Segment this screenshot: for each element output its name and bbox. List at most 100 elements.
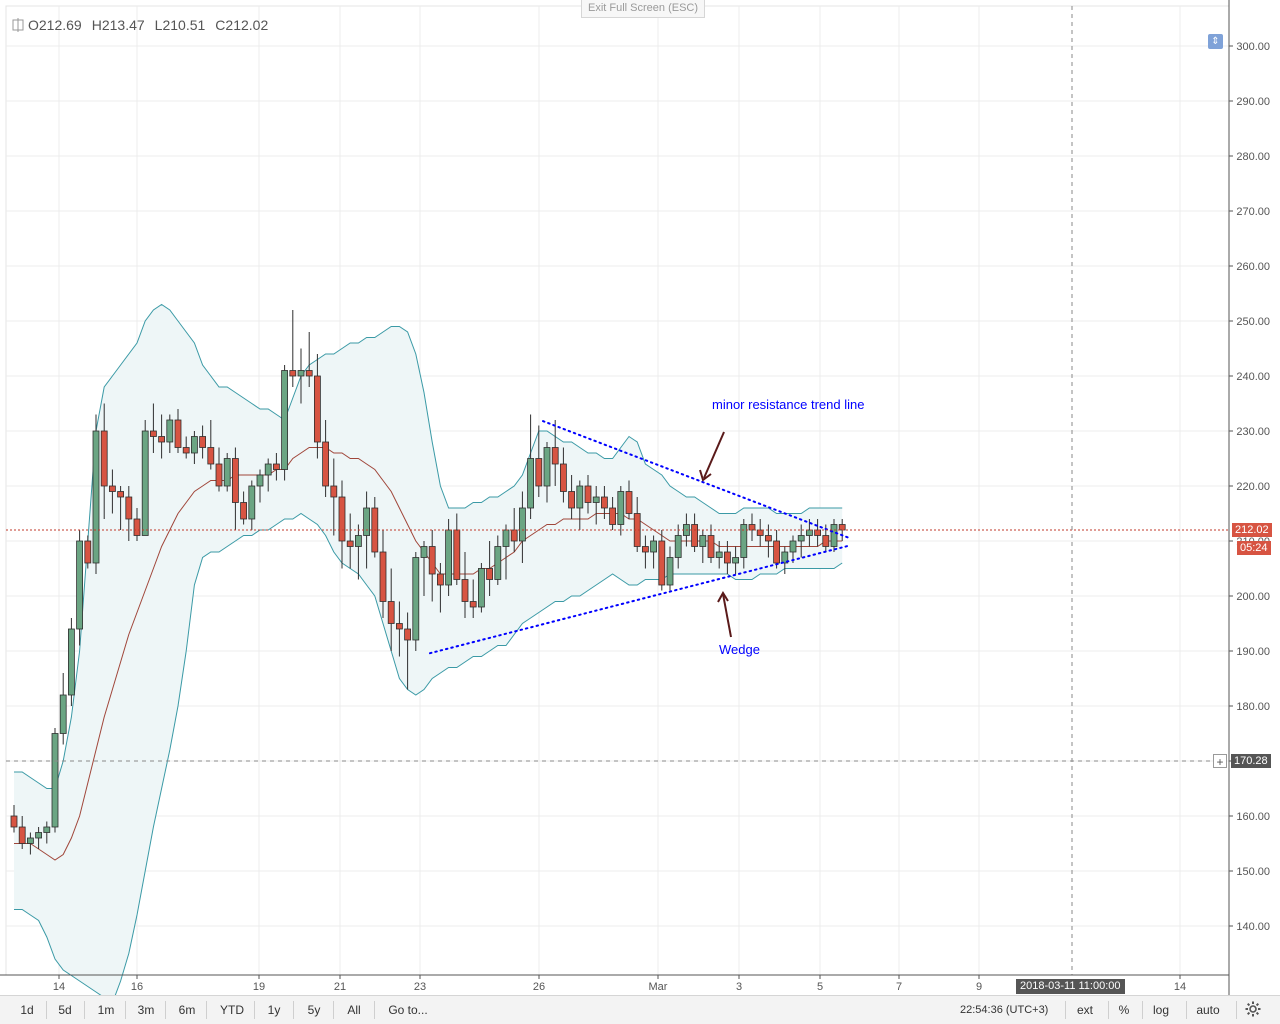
candle	[182, 436, 190, 459]
time-tick-label: 14	[1174, 981, 1186, 993]
candle	[207, 420, 215, 470]
candle-body	[305, 370, 313, 377]
candle-body	[592, 496, 600, 503]
separator	[84, 1001, 85, 1019]
time-tick-label: 23	[414, 981, 426, 993]
close-value: 212.02	[225, 17, 269, 33]
candle	[256, 469, 264, 503]
price-tick-label: 280.00	[1236, 151, 1270, 163]
candle-body	[322, 441, 330, 487]
separator	[254, 1001, 255, 1019]
price-chart[interactable]: minor resistance trend line Wedge 300.00 2…	[0, 0, 1280, 995]
range-button-6m[interactable]: 6m	[178, 1003, 196, 1017]
candle	[445, 519, 453, 596]
candle	[592, 486, 600, 525]
candle	[313, 354, 321, 459]
candle-body	[576, 485, 584, 509]
open-value: 212.69	[38, 17, 82, 33]
candle-body	[699, 535, 707, 547]
range-button-1m[interactable]: 1m	[97, 1003, 115, 1017]
candle-body	[100, 430, 108, 487]
candle-body	[477, 568, 485, 608]
range-button-5y[interactable]: 5y	[307, 1003, 321, 1017]
range-button-ytd[interactable]: YTD	[220, 1003, 244, 1017]
candle-body	[174, 419, 182, 448]
candle	[494, 535, 502, 585]
ext-toggle[interactable]: ext	[1076, 1003, 1093, 1017]
candle-body	[486, 568, 494, 580]
candle-body	[338, 496, 346, 542]
candle-body	[789, 540, 797, 553]
drag-handle-icon[interactable]	[12, 18, 24, 32]
open-label: O	[28, 17, 39, 33]
candle	[100, 403, 108, 519]
resistance-label: minor resistance trend line	[712, 397, 864, 412]
candle	[297, 348, 305, 404]
candle-body	[18, 826, 26, 844]
low-value: 210.51	[162, 17, 206, 33]
candle	[535, 425, 543, 497]
candle	[92, 414, 100, 574]
candle	[141, 420, 149, 536]
time-tick-label: Mar	[649, 981, 668, 993]
candle	[814, 519, 821, 547]
separator	[125, 1001, 126, 1019]
range-button-1d[interactable]: 1d	[20, 1003, 34, 1017]
candle	[51, 728, 59, 833]
scale-toggle-icon[interactable]: ⇕	[1208, 34, 1223, 49]
time-tick-label: 3	[736, 981, 742, 993]
candle-body	[387, 601, 395, 624]
time-tick-label: 26	[533, 981, 545, 993]
range-button-3m[interactable]: 3m	[137, 1003, 155, 1017]
ohlc-legend: O 212.69 H 213.47 L 210.51 C 212.02	[12, 17, 278, 33]
auto-toggle[interactable]: auto	[1196, 1003, 1220, 1017]
candle-body	[199, 436, 207, 448]
separator	[1236, 1001, 1237, 1019]
percent-toggle[interactable]: %	[1118, 1003, 1130, 1017]
candle-body	[642, 546, 649, 553]
candle	[125, 486, 133, 541]
candle	[765, 524, 772, 558]
candle-body	[510, 529, 518, 542]
candle-body	[748, 524, 756, 531]
candle	[756, 519, 764, 547]
log-toggle[interactable]: log	[1152, 1003, 1169, 1017]
add-alert-icon[interactable]: +	[1213, 754, 1227, 769]
gear-icon[interactable]	[1244, 1000, 1262, 1018]
candle-body	[527, 458, 534, 509]
range-button-all[interactable]: All	[347, 1003, 361, 1017]
candle	[354, 524, 362, 580]
candle-body	[43, 826, 51, 833]
separator	[333, 1001, 334, 1019]
candle	[650, 535, 657, 569]
candle	[215, 447, 223, 492]
candle	[199, 425, 207, 459]
candle-body	[35, 832, 42, 839]
time-tick-label: 5	[817, 981, 823, 993]
candle	[773, 530, 780, 569]
candle	[166, 414, 174, 453]
resistance-arrow-head	[699, 469, 712, 482]
price-tick-label: 260.00	[1236, 261, 1270, 273]
candle-body	[666, 557, 674, 586]
separator	[46, 1001, 47, 1019]
candle-body	[502, 529, 510, 547]
range-button-1y[interactable]: 1y	[267, 1003, 281, 1017]
candle	[59, 673, 67, 745]
candle-body	[806, 529, 813, 536]
candle-body	[125, 496, 133, 520]
candle-body	[412, 557, 420, 641]
range-button-5d[interactable]: 5d	[58, 1003, 72, 1017]
candle-body	[395, 623, 403, 630]
candle	[740, 519, 748, 569]
support-trend-line	[429, 544, 851, 655]
candle-body	[379, 551, 387, 602]
candle-body	[650, 540, 657, 553]
time-tick-label: 19	[253, 981, 265, 993]
candle	[674, 524, 682, 569]
price-tick-label: 270.00	[1236, 206, 1270, 218]
candle	[576, 480, 584, 530]
candle	[26, 832, 34, 855]
goto-button[interactable]: Go to...	[388, 1003, 428, 1017]
exit-fullscreen-button[interactable]: Exit Full Screen (ESC)	[581, 0, 705, 18]
